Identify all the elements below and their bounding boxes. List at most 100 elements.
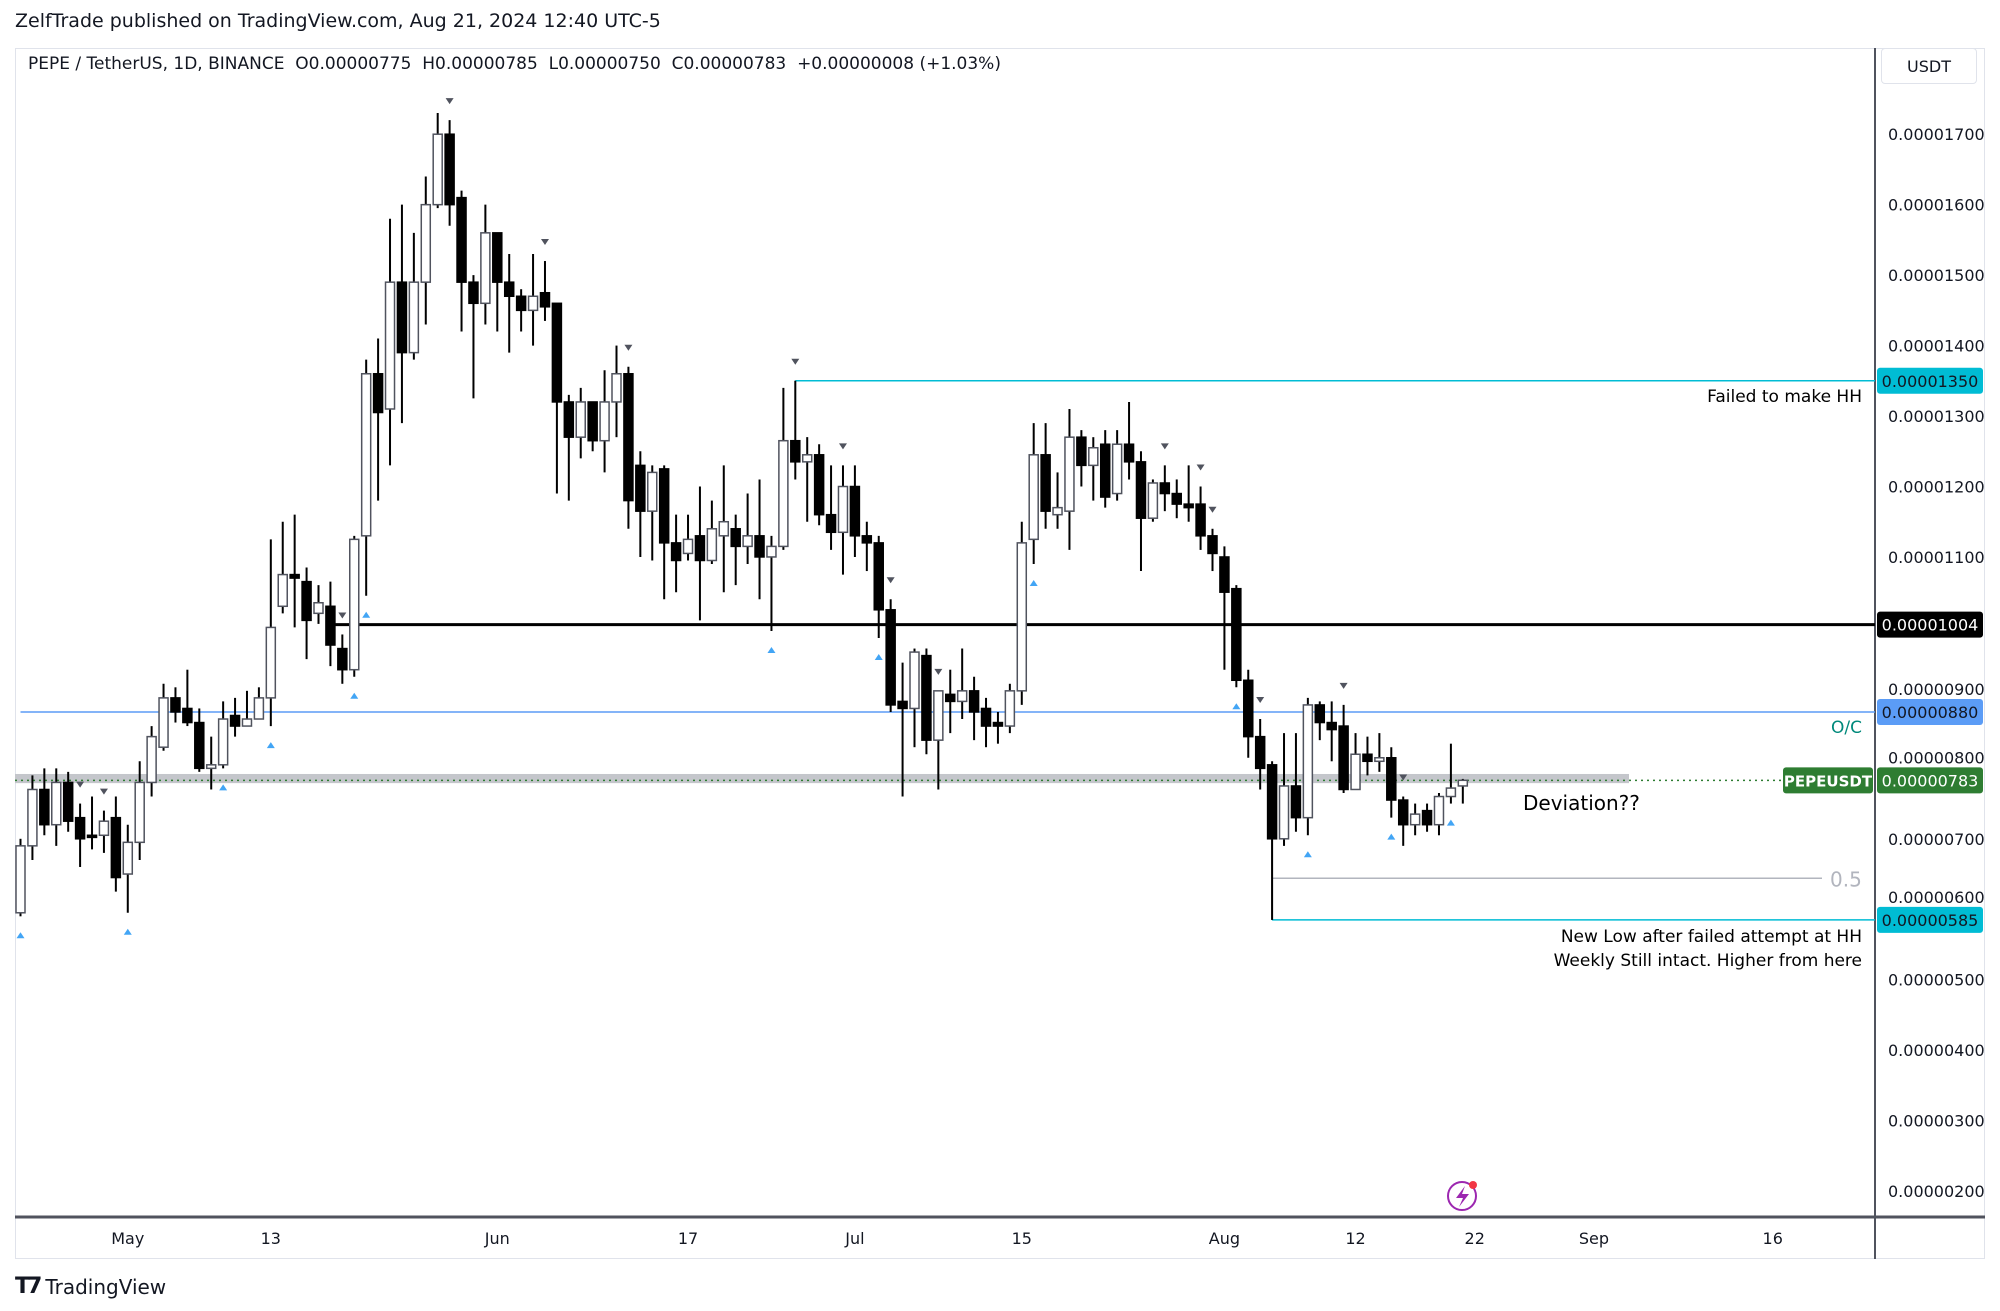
candle-bullish[interactable] xyxy=(1433,795,1445,826)
candle-bearish[interactable] xyxy=(1254,735,1266,770)
candle-bullish[interactable] xyxy=(98,820,110,837)
candle-bearish[interactable] xyxy=(337,647,348,671)
candle-bearish[interactable] xyxy=(1159,482,1171,495)
candle-bearish[interactable] xyxy=(551,302,563,403)
candle-bearish[interactable] xyxy=(587,401,598,442)
candle-bullish[interactable] xyxy=(253,697,265,720)
candle-bearish[interactable] xyxy=(1135,461,1147,519)
candle-bearish[interactable] xyxy=(813,454,825,516)
candle-bullish[interactable] xyxy=(146,735,157,784)
candle-bearish[interactable] xyxy=(1123,443,1135,463)
candle-bearish[interactable] xyxy=(194,721,205,770)
candle-bullish[interactable] xyxy=(611,373,622,403)
candle-bullish[interactable] xyxy=(1457,779,1469,787)
legend-symbol[interactable]: PEPE / TetherUS, 1D, BINANCE xyxy=(28,54,285,74)
candle-bullish[interactable] xyxy=(158,697,169,748)
candle-bearish[interactable] xyxy=(849,485,861,537)
candle-bullish[interactable] xyxy=(718,520,730,537)
candle-bullish[interactable] xyxy=(408,281,420,354)
candle-bearish[interactable] xyxy=(182,707,193,724)
candle-bullish[interactable] xyxy=(766,545,777,558)
candle-bearish[interactable] xyxy=(980,707,992,727)
candle-bearish[interactable] xyxy=(1397,799,1409,826)
candle-bearish[interactable] xyxy=(62,781,74,822)
candle-bearish[interactable] xyxy=(539,291,551,308)
candle-bearish[interactable] xyxy=(1183,503,1194,509)
candle-bearish[interactable] xyxy=(515,295,527,312)
candle-bullish[interactable] xyxy=(1004,690,1016,727)
candle-bearish[interactable] xyxy=(992,721,1004,727)
candle-bearish[interactable] xyxy=(110,816,122,879)
candle-bearish[interactable] xyxy=(1314,704,1326,724)
candle-bullish[interactable] xyxy=(1302,704,1314,819)
candle-bearish[interactable] xyxy=(396,281,408,354)
candle-bullish[interactable] xyxy=(527,295,539,312)
candle-bullish[interactable] xyxy=(265,626,277,699)
candle-bearish[interactable] xyxy=(885,609,896,706)
candle-bearish[interactable] xyxy=(658,468,670,544)
candle-bullish[interactable] xyxy=(1052,506,1063,516)
lightning-icon[interactable] xyxy=(1447,1181,1477,1211)
candle-bearish[interactable] xyxy=(1171,492,1182,505)
candle-bearish[interactable] xyxy=(873,542,884,611)
candle-bullish[interactable] xyxy=(837,485,849,534)
candle-bearish[interactable] xyxy=(921,654,932,741)
candle-bearish[interactable] xyxy=(1076,436,1087,467)
candle-bearish[interactable] xyxy=(1195,503,1206,537)
candle-bullish[interactable] xyxy=(1374,757,1385,763)
candle-bearish[interactable] xyxy=(1219,556,1230,593)
candle-bullish[interactable] xyxy=(205,764,217,770)
currency-button[interactable]: USDT xyxy=(1881,48,1977,84)
candle-bearish[interactable] xyxy=(635,464,646,512)
candle-bullish[interactable] xyxy=(384,281,396,410)
candle-bearish[interactable] xyxy=(825,513,837,534)
candle-bearish[interactable] xyxy=(754,535,765,558)
candle-bullish[interactable] xyxy=(1278,785,1290,840)
candle-bearish[interactable] xyxy=(74,816,86,840)
candle-bullish[interactable] xyxy=(277,573,288,608)
candle-bearish[interactable] xyxy=(1338,725,1349,791)
tradingview-logo[interactable]: T7 TradingView xyxy=(15,1274,166,1299)
candle-bearish[interactable] xyxy=(86,834,98,839)
candle-bullish[interactable] xyxy=(1445,787,1457,798)
candle-bearish[interactable] xyxy=(444,133,455,206)
candle-bullish[interactable] xyxy=(1088,446,1099,467)
candle-bullish[interactable] xyxy=(599,401,610,442)
candle-bearish[interactable] xyxy=(301,580,312,622)
candle-bullish[interactable] xyxy=(1350,753,1361,791)
candle-bullish[interactable] xyxy=(801,454,813,463)
candle-bullish[interactable] xyxy=(706,528,718,562)
candle-bearish[interactable] xyxy=(790,439,801,463)
candle-bullish[interactable] xyxy=(1111,443,1123,495)
candle-bearish[interactable] xyxy=(897,700,908,710)
candle-bullish[interactable] xyxy=(432,133,443,206)
candle-bearish[interactable] xyxy=(468,281,479,305)
candle-bullish[interactable] xyxy=(647,471,658,512)
candle-bearish[interactable] xyxy=(623,373,634,502)
candle-bullish[interactable] xyxy=(134,781,145,844)
candle-bullish[interactable] xyxy=(420,203,432,283)
candle-bearish[interactable] xyxy=(170,697,181,713)
candle-bearish[interactable] xyxy=(1386,757,1397,801)
candle-bullish[interactable] xyxy=(480,232,491,305)
candle-bearish[interactable] xyxy=(456,196,467,283)
candle-bearish[interactable] xyxy=(503,281,515,298)
candle-bearish[interactable] xyxy=(563,401,575,438)
candle-bullish[interactable] xyxy=(1064,436,1075,512)
candle-bullish[interactable] xyxy=(241,718,253,727)
candle-bullish[interactable] xyxy=(27,788,38,847)
candle-bearish[interactable] xyxy=(670,542,682,562)
candle-bearish[interactable] xyxy=(694,535,706,562)
candle-bearish[interactable] xyxy=(289,573,300,579)
candle-bearish[interactable] xyxy=(1266,764,1278,840)
candle-bullish[interactable] xyxy=(51,781,62,826)
candle-bearish[interactable] xyxy=(229,714,241,727)
candle-bullish[interactable] xyxy=(217,718,229,766)
candle-bearish[interactable] xyxy=(1243,679,1254,738)
candle-bullish[interactable] xyxy=(349,538,360,671)
candle-bearish[interactable] xyxy=(1421,809,1433,826)
candle-bearish[interactable] xyxy=(1040,454,1051,512)
candle-bearish[interactable] xyxy=(1099,443,1111,498)
candle-bullish[interactable] xyxy=(313,602,324,615)
candle-bullish[interactable] xyxy=(122,841,134,875)
